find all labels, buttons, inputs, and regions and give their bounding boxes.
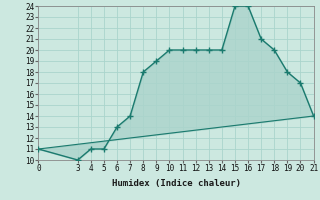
X-axis label: Humidex (Indice chaleur): Humidex (Indice chaleur) <box>111 179 241 188</box>
